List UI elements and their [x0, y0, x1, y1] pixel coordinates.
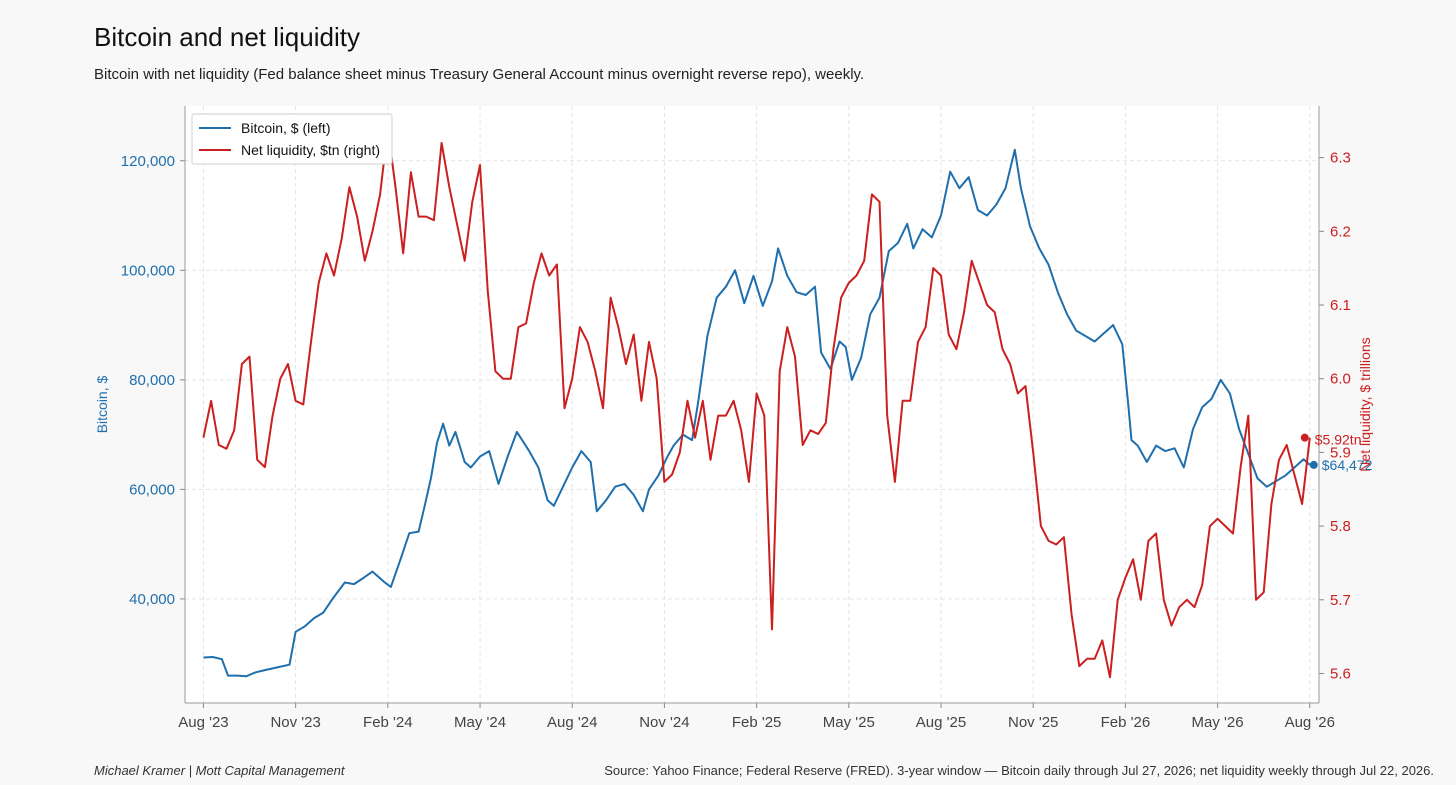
legend-label-liquidity: Net liquidity, $tn (right) — [241, 142, 380, 158]
axes: Aug '23 Nov '23 Feb '24 May '24 Aug '24 Nov '… — [94, 106, 1373, 731]
x-tick-label: May '24 — [454, 714, 506, 731]
y-right-tick-label: 6.3 — [1330, 150, 1351, 167]
y-right-tick-label: 6.0 — [1330, 371, 1351, 388]
x-tick-label: Feb '24 — [363, 714, 413, 731]
y-left-axis-title: Bitcoin, $ — [94, 375, 110, 433]
y-right-tick-label: 5.7 — [1330, 592, 1351, 609]
y-right-tick-label: 6.1 — [1330, 297, 1351, 314]
y-left-tick-label: 100,000 — [121, 262, 175, 279]
y-left-tick-label: 60,000 — [129, 481, 175, 498]
end-label-bitcoin: $64,472 — [1322, 457, 1373, 473]
chart-title: Bitcoin and net liquidity — [94, 22, 360, 52]
plot-background — [185, 106, 1319, 703]
x-tick-label: Feb '26 — [1101, 714, 1151, 731]
x-tick-label: Aug '26 — [1285, 714, 1335, 731]
y-left-tick-label: 40,000 — [129, 591, 175, 608]
footer-source: Source: Yahoo Finance; Federal Reserve (… — [604, 763, 1434, 778]
y-right-tick-label: 6.2 — [1330, 223, 1351, 240]
chart-subtitle: Bitcoin with net liquidity (Fed balance … — [94, 66, 865, 83]
series-line-bitcoin — [203, 148, 1311, 678]
end-labels: $64,472 $5.92tn — [1300, 432, 1373, 473]
legend-label-bitcoin: Bitcoin, $ (left) — [241, 120, 330, 136]
y-right-tick-label: 5.8 — [1330, 518, 1351, 535]
end-label-liquidity: $5.92tn — [1315, 432, 1362, 448]
end-point-bitcoin — [1309, 460, 1318, 469]
x-tick-label: Feb '25 — [732, 714, 782, 731]
x-tick-label: May '25 — [823, 714, 875, 731]
x-tick-label: Aug '25 — [916, 714, 966, 731]
footer-author: Michael Kramer | Mott Capital Management — [94, 763, 345, 778]
x-tick-label: Aug '23 — [178, 714, 228, 731]
x-tick-label: Nov '23 — [270, 714, 320, 731]
end-point-liquidity — [1300, 433, 1309, 442]
x-tick-label: Nov '24 — [639, 714, 689, 731]
y-left-tick-label: 120,000 — [121, 153, 175, 170]
legend: Bitcoin, $ (left) Net liquidity, $tn (ri… — [191, 113, 393, 165]
y-left-tick-label: 80,000 — [129, 372, 175, 389]
legend-box — [191, 113, 393, 165]
x-tick-label: Nov '25 — [1008, 714, 1058, 731]
y-right-axis-title: Net liquidity, $ trillions — [1357, 337, 1373, 471]
y-right-tick-label: 5.9 — [1330, 444, 1351, 461]
x-tick-label: Aug '24 — [547, 714, 597, 731]
y-right-tick-label: 5.6 — [1330, 666, 1351, 683]
x-tick-label: May '26 — [1192, 714, 1244, 731]
